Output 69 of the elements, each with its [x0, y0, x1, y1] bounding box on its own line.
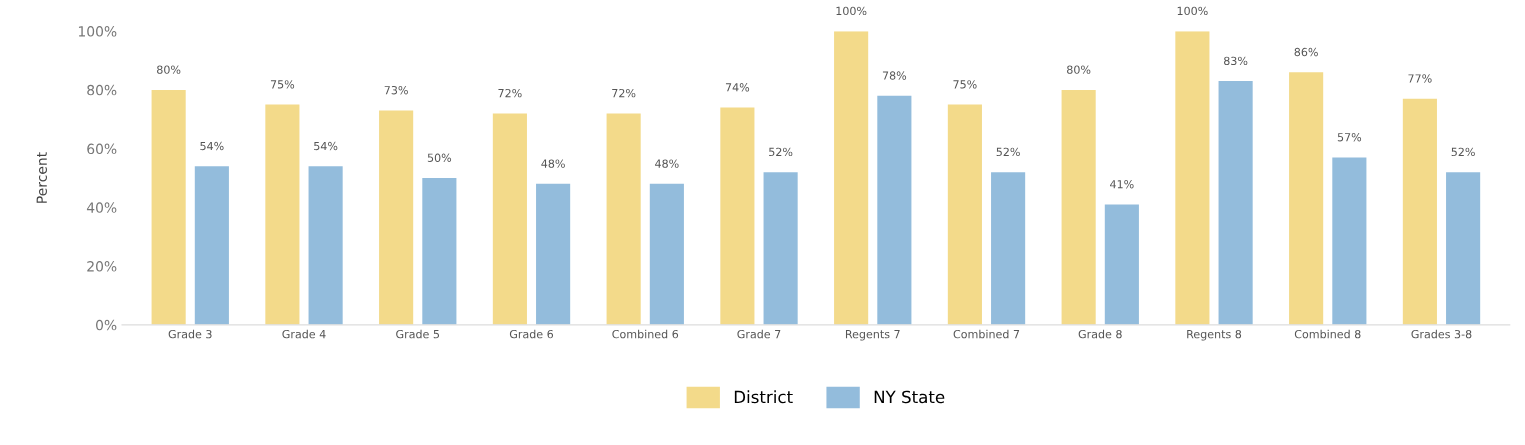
y-tick-label: 80% — [87, 84, 117, 96]
bar — [1446, 172, 1481, 325]
x-tick-label: Grade 3 — [168, 329, 212, 339]
bar — [763, 172, 798, 325]
bar — [947, 104, 982, 325]
data-label: 50% — [427, 153, 452, 162]
y-tick-label: 0% — [96, 319, 117, 331]
x-tick-label: Grade 5 — [396, 329, 440, 339]
bar — [1332, 157, 1367, 325]
legend-label: NY State — [874, 390, 945, 404]
y-tick-label: 40% — [86, 202, 117, 213]
data-label: 48% — [541, 159, 565, 168]
bar — [536, 183, 571, 325]
legend-label: District — [734, 390, 793, 404]
bar — [1289, 72, 1324, 325]
data-label: 86% — [1294, 47, 1318, 57]
data-label: 73% — [384, 86, 408, 95]
y-tick-label: 60% — [87, 143, 117, 155]
x-tick-label: Grades 3-8 — [1411, 329, 1472, 339]
bar — [1175, 31, 1210, 325]
data-label: 78% — [882, 71, 907, 80]
data-label: 100% — [1177, 6, 1208, 16]
bar — [834, 31, 869, 325]
data-label: 75% — [270, 80, 295, 89]
x-tick-label: Grade 7 — [737, 329, 781, 339]
data-label: 52% — [996, 147, 1020, 157]
bar — [720, 107, 755, 325]
x-tick-label: Grade 4 — [282, 329, 326, 339]
bar — [194, 166, 229, 325]
data-label: 52% — [769, 147, 793, 157]
y-tick-label: 100% — [78, 26, 117, 37]
data-label: 74% — [725, 83, 750, 92]
x-tick-label: Grade 8 — [1078, 329, 1122, 339]
bar — [1104, 204, 1139, 325]
data-label: 48% — [655, 159, 679, 168]
x-tick-label: Combined 8 — [1294, 329, 1361, 339]
data-label: 80% — [157, 65, 181, 74]
bar — [649, 183, 684, 325]
bar — [877, 95, 912, 325]
data-label: 72% — [612, 88, 636, 98]
bar — [422, 178, 457, 325]
data-label: 83% — [1224, 56, 1248, 66]
x-tick-label: Regents 8 — [1187, 329, 1242, 341]
x-tick-label: Combined 7 — [953, 329, 1020, 339]
data-label: 54% — [314, 141, 338, 151]
data-label: 100% — [836, 6, 867, 16]
data-label: 75% — [953, 80, 977, 89]
data-label: 77% — [1408, 74, 1432, 83]
data-label: 52% — [1451, 147, 1475, 157]
bar — [1402, 98, 1437, 325]
bar — [1061, 89, 1096, 325]
x-tick-label: Regents 7 — [845, 330, 900, 341]
bar — [606, 113, 641, 325]
y-tick-label: 20% — [87, 261, 117, 272]
data-label: 54% — [200, 141, 224, 151]
data-label: 57% — [1337, 132, 1362, 142]
data-label: 72% — [498, 88, 522, 98]
y-axis-title: Percent — [36, 152, 47, 203]
x-tick-label: Combined 6 — [612, 329, 679, 339]
bar — [1218, 81, 1253, 325]
bar — [492, 113, 527, 325]
bar — [308, 166, 343, 325]
data-label: 41% — [1110, 179, 1134, 189]
bar — [265, 104, 300, 325]
data-label: 80% — [1067, 65, 1091, 74]
bar — [151, 89, 186, 325]
bar — [991, 172, 1026, 325]
bar — [379, 110, 414, 325]
x-tick-label: Grade 6 — [509, 329, 554, 339]
